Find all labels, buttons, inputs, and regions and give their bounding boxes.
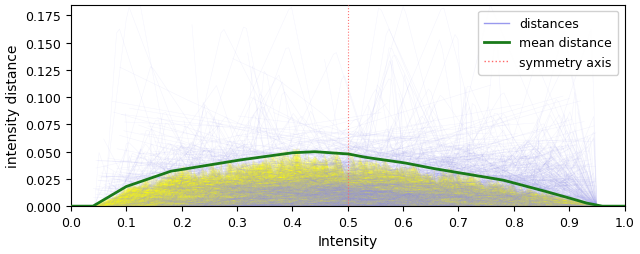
Legend: distances, mean distance, symmetry axis: distances, mean distance, symmetry axis [478, 12, 618, 75]
X-axis label: Intensity: Intensity [317, 234, 378, 248]
Y-axis label: intensity distance: intensity distance [6, 44, 20, 167]
